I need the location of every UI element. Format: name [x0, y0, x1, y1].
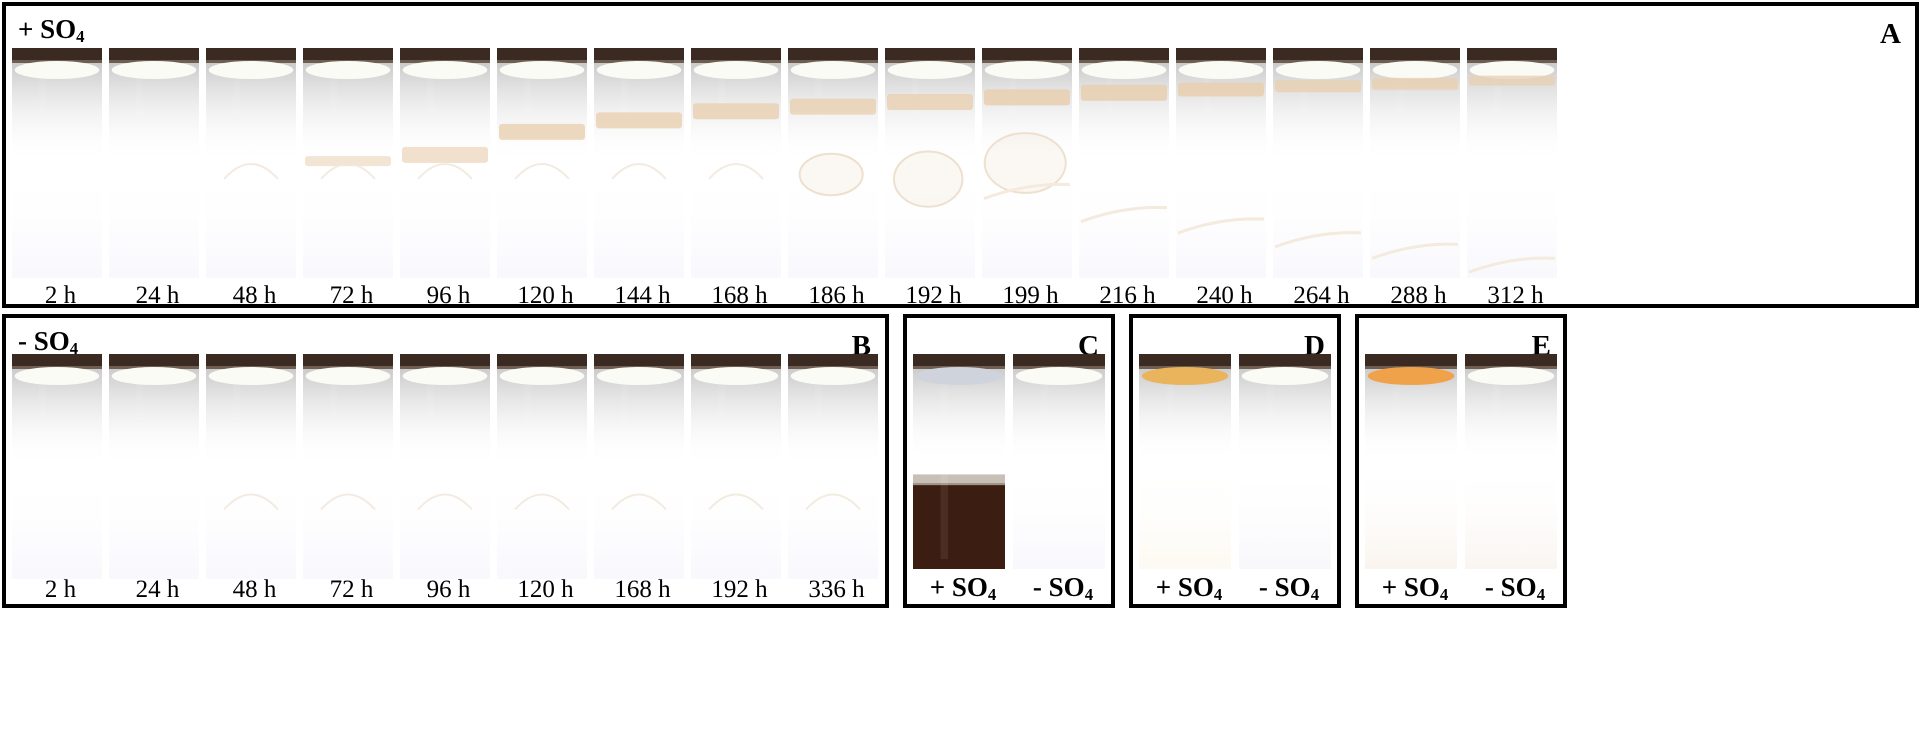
- panel-c-tube-label: - SO4: [1013, 572, 1113, 605]
- tube-label-text: - SO: [1258, 572, 1311, 602]
- panel-b-time-label: 2 h: [44, 576, 77, 603]
- panel-a-condition-subscript: 4: [76, 27, 85, 47]
- panel-c-tube-label: + SO4: [913, 572, 1013, 605]
- tube-label-subscript: 4: [1084, 585, 1094, 605]
- panel-a-time-label: 240 h: [1196, 282, 1253, 309]
- panel-e-tube-label: - SO4: [1465, 572, 1565, 605]
- panel-b-time-label: 96 h: [426, 576, 471, 603]
- panel-c-letter: C: [1078, 330, 1099, 362]
- tube-label-text: + SO: [1155, 572, 1214, 602]
- panel-a-time-label: 24 h: [135, 282, 180, 309]
- panel-a-time-label: 186 h: [808, 282, 865, 309]
- panel-a-time-label: 2 h: [44, 282, 77, 309]
- tube-label-subscript: 4: [987, 585, 997, 605]
- panel-a-tube-7: [594, 48, 684, 278]
- panel-a-tube-1: [12, 48, 102, 278]
- panel-b-tube-1: [12, 354, 102, 579]
- panel-b-time-label: 192 h: [711, 576, 768, 603]
- panel-d-tube-row: [1139, 354, 1331, 569]
- panel-a-time-label: 120 h: [517, 282, 574, 309]
- panel-c-tube-2: [1013, 354, 1105, 569]
- panel-a-time-label: 216 h: [1099, 282, 1156, 309]
- panel-b-tube-5: [400, 354, 490, 579]
- panel-a-tube-9: [788, 48, 878, 278]
- panel-e-tube-1: [1365, 354, 1457, 569]
- panel-b-condition: - SO4: [18, 328, 78, 358]
- panel-a-tube-6: [497, 48, 587, 278]
- panel-a-tube-2: [109, 48, 199, 278]
- panel-b-tube-6: [497, 354, 587, 579]
- tube-label-subscript: 4: [1310, 585, 1320, 605]
- panel-a-time-label: 288 h: [1390, 282, 1447, 309]
- panel-a-time-label: 199 h: [1002, 282, 1059, 309]
- tube-label-text: + SO: [929, 572, 988, 602]
- panel-a-time-label: 72 h: [329, 282, 374, 309]
- panel-b-time-label: 24 h: [135, 576, 180, 603]
- panel-a-tube-5: [400, 48, 490, 278]
- panel-e: E + SO4- SO4: [1355, 314, 1567, 608]
- panel-a-tube-15: [1370, 48, 1460, 278]
- panel-a-time-label: 168 h: [711, 282, 768, 309]
- panel-e-letter: E: [1531, 330, 1551, 362]
- panel-b-tube-9: [788, 354, 878, 579]
- tube-label-text: - SO: [1032, 572, 1085, 602]
- tube-label-text: - SO: [1484, 572, 1537, 602]
- panel-d-letter: D: [1304, 330, 1325, 362]
- panel-a-time-label: 312 h: [1487, 282, 1544, 309]
- panel-d-tube-label: + SO4: [1139, 572, 1239, 605]
- panel-b-time-label: 168 h: [614, 576, 671, 603]
- panel-b-tube-4: [303, 354, 393, 579]
- panel-b-tube-2: [109, 354, 199, 579]
- panel-b-tube-7: [594, 354, 684, 579]
- panel-c: C + SO4- SO4: [903, 314, 1115, 608]
- panel-b-tube-8: [691, 354, 781, 579]
- panel-b-time-label: 48 h: [232, 576, 277, 603]
- panel-b-condition-text: - SO: [18, 326, 70, 356]
- panel-c-tube-1: [913, 354, 1005, 569]
- panel-a-tube-16: [1467, 48, 1557, 278]
- tube-label-text: + SO: [1381, 572, 1440, 602]
- panel-d-tube-label: - SO4: [1239, 572, 1339, 605]
- panel-d-tube-2: [1239, 354, 1331, 569]
- panel-d-tube-1: [1139, 354, 1231, 569]
- panel-a-time-label: 144 h: [614, 282, 671, 309]
- panel-e-tube-label: + SO4: [1365, 572, 1465, 605]
- tube-label-subscript: 4: [1213, 585, 1223, 605]
- panel-b-time-label: 336 h: [808, 576, 865, 603]
- panel-b-condition-subscript: 4: [69, 339, 79, 359]
- panel-c-tube-row: [913, 354, 1105, 569]
- panel-a-tube-3: [206, 48, 296, 278]
- panel-a-tube-12: [1079, 48, 1169, 278]
- panel-a-tube-4: [303, 48, 393, 278]
- panel-a-time-label: 264 h: [1293, 282, 1350, 309]
- panel-a-tube-13: [1176, 48, 1266, 278]
- panel-b-time-label: 120 h: [517, 576, 574, 603]
- panel-e-tube-row: [1365, 354, 1557, 569]
- panel-a-tube-8: [691, 48, 781, 278]
- panel-b-tube-row: [12, 354, 878, 579]
- panel-a: + SO4 A 2 h 24 h 48 h 72 h 96 h 120 h 144 h 168…: [2, 2, 1919, 309]
- tube-label-subscript: 4: [1439, 585, 1449, 605]
- tube-label-subscript: 4: [1536, 585, 1546, 605]
- panel-a-time-label: 96 h: [426, 282, 471, 309]
- panel-b: - SO4 B 2 h 24 h 48 h 72 h 96 h 120 h 168 h 192…: [2, 314, 889, 608]
- panel-b-letter: B: [851, 330, 871, 362]
- panel-a-letter: A: [1880, 18, 1901, 50]
- panel-b-time-label: 72 h: [329, 576, 374, 603]
- panel-a-tube-10: [885, 48, 975, 278]
- panel-a-time-label: 192 h: [905, 282, 962, 309]
- panel-a-condition-text: + SO: [18, 14, 77, 44]
- panel-a-tube-row: [12, 48, 1557, 278]
- panel-a-tube-11: [982, 48, 1072, 278]
- panel-a-condition: + SO4: [18, 16, 85, 46]
- panel-b-tube-3: [206, 354, 296, 579]
- panel-a-tube-14: [1273, 48, 1363, 278]
- panel-d: D + SO4- SO4: [1129, 314, 1341, 608]
- panel-e-tube-2: [1465, 354, 1557, 569]
- panel-a-time-label: 48 h: [232, 282, 277, 309]
